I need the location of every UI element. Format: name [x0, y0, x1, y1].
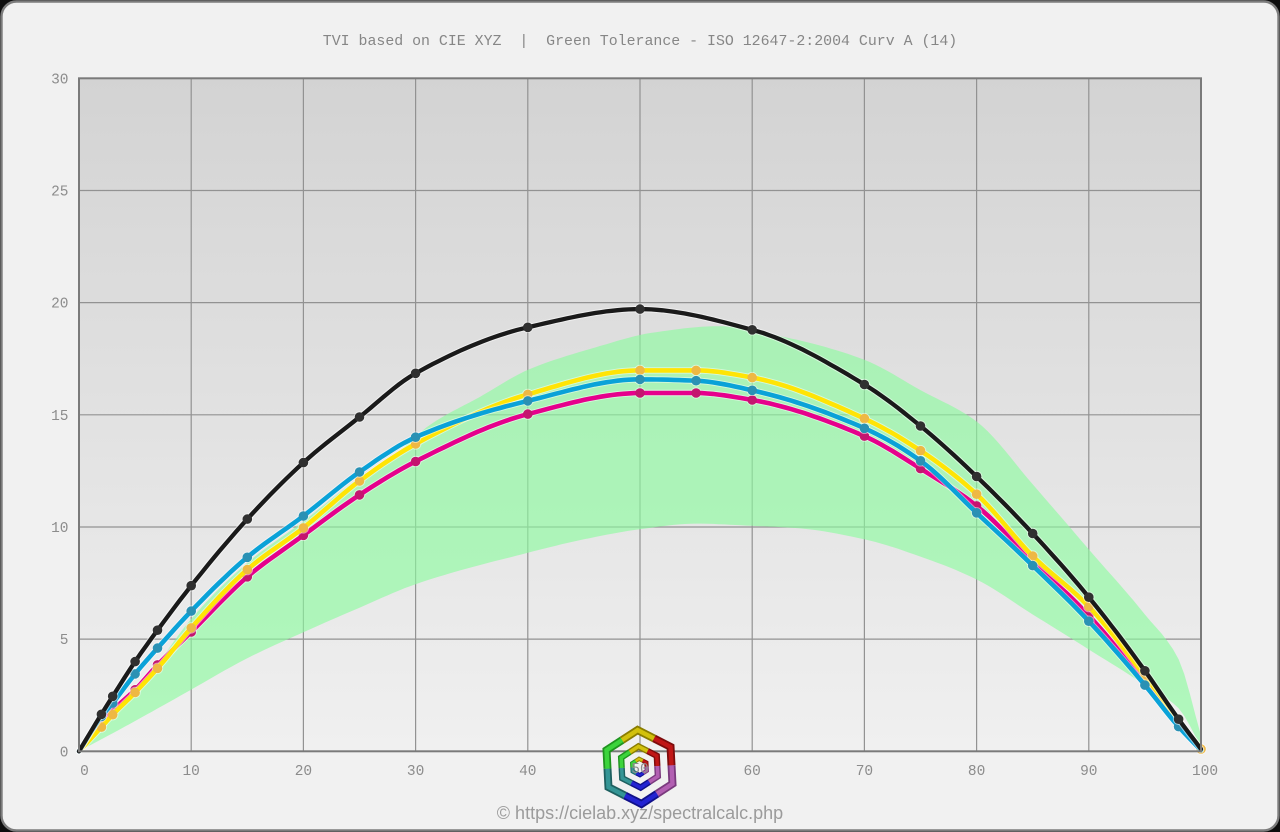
- svg-text:50: 50: [631, 762, 648, 778]
- svg-text:90: 90: [1080, 764, 1097, 780]
- svg-text:70: 70: [856, 764, 873, 780]
- svg-text:100: 100: [1192, 764, 1218, 780]
- svg-text:© https://cielab.xyz/spectralc: © https://cielab.xyz/spectralcalc.php: [497, 803, 783, 823]
- svg-text:30: 30: [407, 764, 424, 780]
- svg-text:5: 5: [60, 633, 69, 649]
- svg-text:10: 10: [51, 521, 68, 537]
- svg-text:20: 20: [51, 297, 68, 313]
- svg-text:20: 20: [295, 764, 312, 780]
- svg-text:40: 40: [519, 764, 536, 780]
- svg-text:0: 0: [60, 745, 69, 761]
- svg-text:30: 30: [51, 72, 68, 88]
- svg-text:0: 0: [80, 764, 89, 780]
- svg-text:TVI based on CIE XYZ | Green: TVI based on CIE XYZ | Green Tolerance -…: [323, 34, 957, 50]
- svg-text:15: 15: [51, 409, 68, 425]
- svg-text:80: 80: [968, 764, 985, 780]
- svg-text:10: 10: [182, 764, 199, 780]
- svg-text:60: 60: [743, 764, 760, 780]
- svg-text:25: 25: [51, 185, 68, 201]
